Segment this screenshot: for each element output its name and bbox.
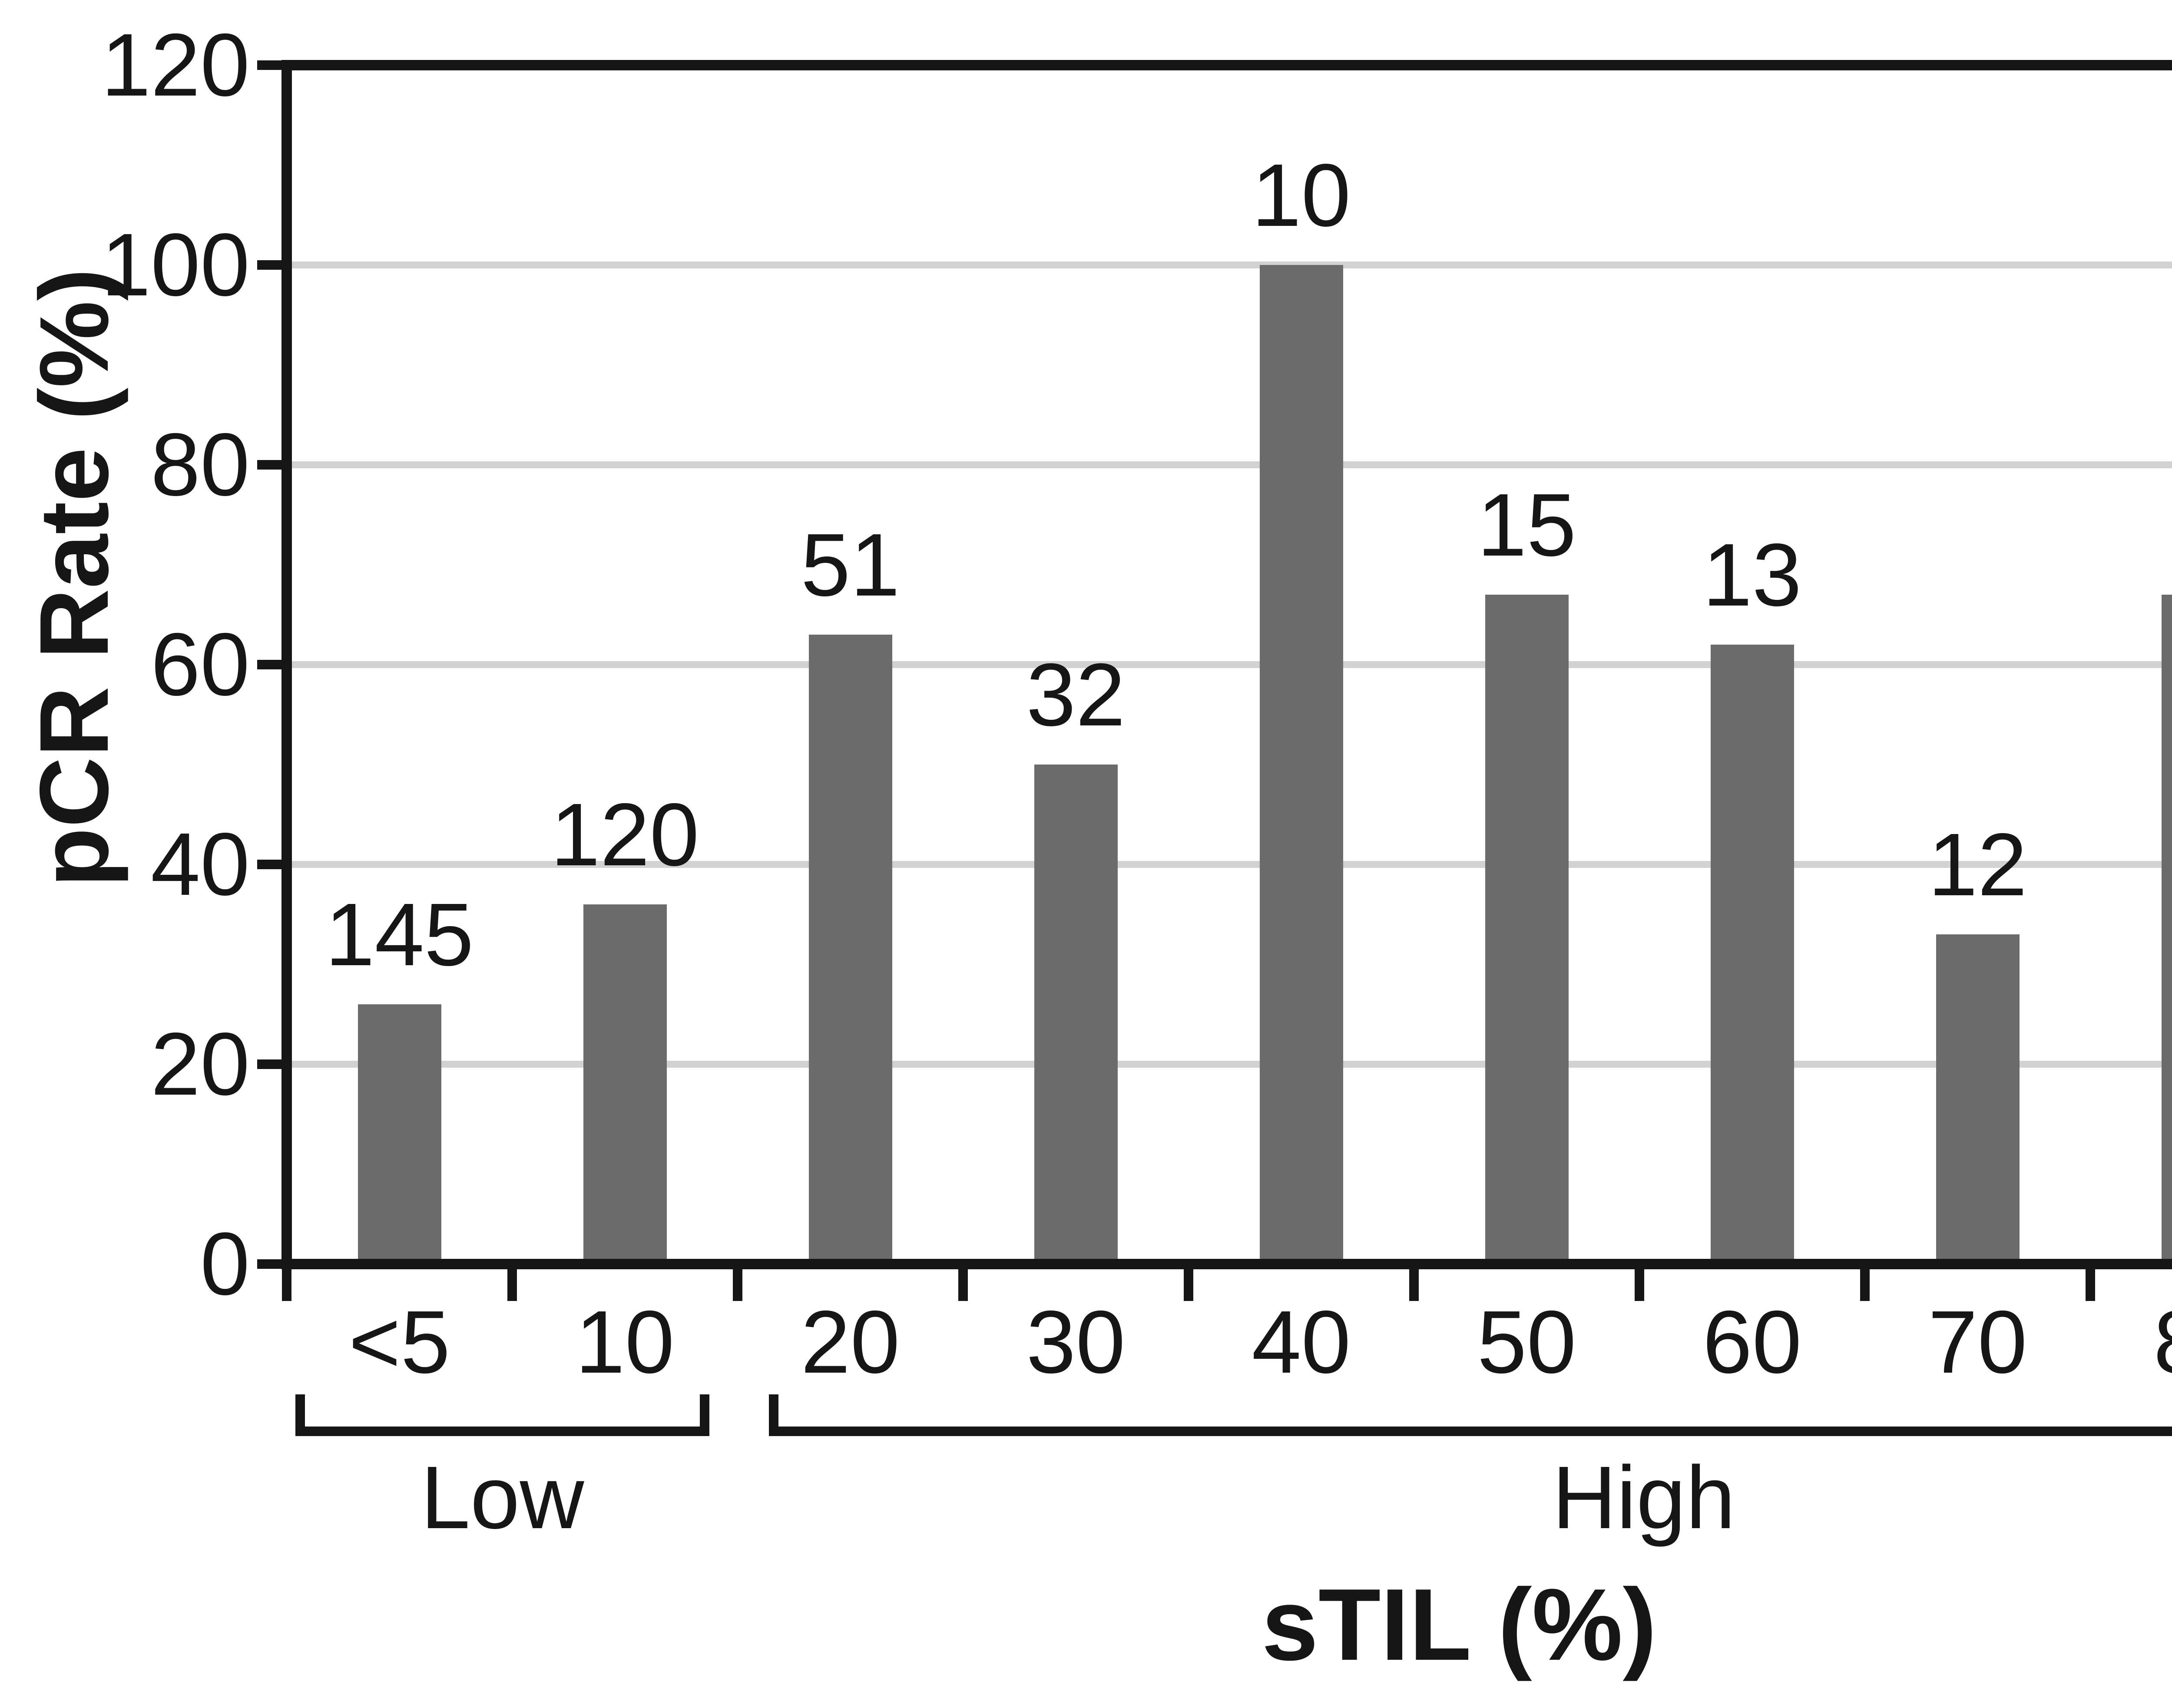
gridline-60: [292, 661, 2172, 668]
gridline-100: [292, 261, 2172, 268]
y-tick-0: [257, 1259, 287, 1269]
bar-count-label-70: 12: [1928, 815, 2027, 914]
y-tick-40: [257, 860, 287, 869]
bar-count-label-30: 32: [1026, 645, 1126, 745]
x-boundary-tick-1: [507, 1264, 517, 1301]
x-boundary-tick-2: [733, 1264, 742, 1301]
x-boundary-tick-4: [1184, 1264, 1193, 1301]
y-axis-title: pCR Rate (%): [19, 268, 129, 887]
bar-<5: [358, 1004, 441, 1264]
y-tick-80: [257, 460, 287, 470]
high-group-label: High: [1552, 1448, 1735, 1547]
x-boundary-tick-3: [958, 1264, 968, 1301]
x-axis-title: sTIL (%): [1261, 1567, 1657, 1682]
low-group-bracket: [295, 1394, 709, 1436]
y-tick-100: [257, 260, 287, 270]
bar-count-label-10: 120: [550, 785, 699, 884]
bar-70: [1936, 934, 2020, 1264]
bar-60: [1710, 645, 1794, 1264]
x-boundary-tick-0: [282, 1264, 291, 1301]
x-boundary-tick-6: [1635, 1264, 1644, 1301]
x-tick-label-10: 10: [575, 1292, 675, 1392]
bar-count-label-20: 51: [801, 515, 900, 615]
y-tick-label-80: 80: [150, 415, 250, 514]
x-boundary-tick-7: [1860, 1264, 1870, 1301]
x-tick-label-70: 70: [1928, 1292, 2027, 1392]
x-boundary-tick-8: [2086, 1264, 2095, 1301]
y-tick-20: [257, 1059, 287, 1069]
y-tick-label-120: 120: [101, 15, 250, 115]
y-tick-60: [257, 660, 287, 669]
x-boundary-tick-5: [1409, 1264, 1419, 1301]
bar-20: [808, 635, 892, 1264]
x-tick-label-20: 20: [801, 1292, 900, 1392]
high-group-bracket: [769, 1394, 2172, 1436]
y-tick-label-40: 40: [150, 814, 250, 914]
gridline-80: [292, 461, 2172, 468]
y-tick-label-0: 0: [200, 1214, 250, 1314]
bar-40: [1259, 265, 1343, 1264]
bar-count-label-60: 13: [1702, 525, 1802, 625]
bar-50: [1485, 595, 1569, 1264]
bar-count-label-<5: 145: [325, 885, 474, 984]
bar-count-label-80: 6: [2073, 480, 2172, 571]
y-tick-label-100: 100: [101, 215, 250, 314]
bar-80: [2161, 595, 2172, 1264]
x-tick-label-<5: <5: [348, 1292, 450, 1392]
y-tick-label-20: 20: [150, 1014, 250, 1114]
x-tick-label-40: 40: [1252, 1292, 1351, 1392]
x-tick-label-60: 60: [1702, 1292, 1802, 1392]
x-tick-label-30: 30: [1026, 1292, 1126, 1392]
y-tick-label-60: 60: [150, 615, 250, 714]
gridline-40: [292, 861, 2172, 868]
plot-area-frame: [281, 60, 2172, 1269]
x-tick-label-50: 50: [1477, 1292, 1576, 1392]
bar-count-label-50: 15: [1477, 475, 1576, 575]
bar-30: [1034, 765, 1118, 1264]
low-group-label: Low: [420, 1448, 584, 1547]
y-tick-120: [257, 60, 287, 70]
gridline-20: [292, 1061, 2172, 1068]
bar-10: [583, 904, 667, 1264]
x-tick-label-80: 80: [2090, 1297, 2172, 1388]
bar-count-label-40: 10: [1252, 146, 1351, 245]
